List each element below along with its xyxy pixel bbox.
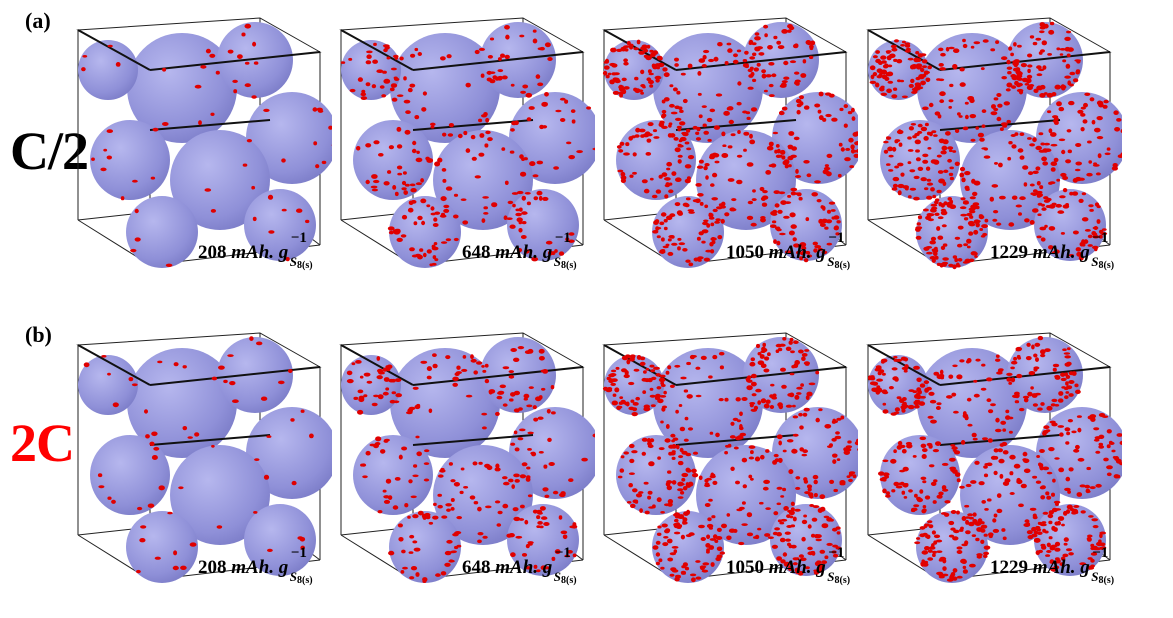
carbon-particle bbox=[78, 40, 138, 100]
carbon-particle bbox=[246, 92, 332, 184]
carbon-particle bbox=[244, 504, 316, 576]
li2s-deposits bbox=[602, 24, 858, 267]
capacity-caption: 1050 mAh. g −1 S8(s) bbox=[726, 545, 860, 586]
capacity-value: 208 bbox=[198, 242, 232, 263]
carbon-particle bbox=[217, 337, 293, 413]
electrode-snapshot bbox=[70, 325, 332, 587]
capacity-caption: 1229 mAh. g −1 S8(s) bbox=[990, 230, 1124, 271]
capacity-unit: mAh. bbox=[495, 242, 543, 263]
carbon-particle bbox=[353, 120, 433, 200]
capacity-value: 1050 bbox=[726, 242, 769, 263]
electrode-snapshot bbox=[70, 10, 332, 272]
li2s-deposits bbox=[602, 337, 858, 583]
capacity-caption: 1229 mAh. g −1 S8(s) bbox=[990, 545, 1124, 586]
li2s-deposits bbox=[869, 21, 1122, 270]
snapshot-cube bbox=[602, 17, 858, 268]
snapshot-cube bbox=[76, 332, 332, 583]
capacity-unit-g: g −1 S8(s) bbox=[542, 545, 577, 586]
capacity-unit: mAh. bbox=[231, 242, 279, 263]
li2s-deposits bbox=[867, 335, 1122, 582]
snapshot-cube bbox=[339, 332, 595, 583]
capacity-value: 648 bbox=[462, 557, 496, 578]
carbon-particle bbox=[170, 130, 270, 230]
capacity-value: 648 bbox=[462, 242, 496, 263]
capacity-caption: 208 mAh. g −1 S8(s) bbox=[198, 545, 322, 586]
carbon-particle bbox=[389, 511, 461, 583]
capacity-unit-g: g −1 S8(s) bbox=[1080, 230, 1115, 271]
carbon-particle bbox=[90, 120, 170, 200]
snapshot-cube bbox=[866, 17, 1122, 270]
rate-label-b: 2C bbox=[10, 413, 75, 473]
carbon-particle bbox=[743, 22, 819, 98]
capacity-unit-g: g −1 S8(s) bbox=[816, 545, 851, 586]
electrode-snapshot bbox=[596, 325, 858, 587]
capacity-value: 1229 bbox=[990, 242, 1033, 263]
li2s-deposits bbox=[346, 346, 595, 583]
carbon-particle bbox=[90, 435, 170, 515]
capacity-unit: mAh. bbox=[768, 242, 817, 263]
carbon-particle bbox=[127, 33, 237, 143]
capacity-unit: mAh. bbox=[231, 557, 279, 578]
capacity-unit: mAh. bbox=[1032, 557, 1081, 578]
carbon-particle bbox=[1036, 407, 1122, 499]
carbon-particle bbox=[772, 92, 858, 184]
capacity-unit: mAh. bbox=[768, 557, 817, 578]
carbon-particle bbox=[480, 337, 556, 413]
electrode-snapshot bbox=[596, 10, 858, 272]
carbon-particle bbox=[127, 348, 237, 458]
capacity-caption: 1050 mAh. g −1 S8(s) bbox=[726, 230, 860, 271]
capacity-value: 208 bbox=[198, 557, 232, 578]
carbon-particle bbox=[433, 445, 533, 545]
carbon-particle bbox=[960, 445, 1060, 545]
carbon-particle bbox=[480, 22, 556, 98]
carbon-particle bbox=[1007, 337, 1083, 413]
carbon-particle bbox=[770, 504, 842, 576]
li2s-deposits bbox=[81, 23, 332, 267]
capacity-value: 1229 bbox=[990, 557, 1033, 578]
carbon-particle bbox=[341, 355, 401, 415]
electrode-snapshot bbox=[860, 325, 1122, 587]
electrode-snapshot bbox=[860, 10, 1122, 272]
carbon-particle bbox=[917, 33, 1027, 143]
rate-label-a: C/2 bbox=[10, 121, 89, 181]
capacity-unit: mAh. bbox=[495, 557, 543, 578]
snapshot-cube bbox=[602, 332, 858, 583]
capacity-unit-g: g −1 S8(s) bbox=[278, 545, 313, 586]
carbon-particle bbox=[126, 511, 198, 583]
capacity-caption: 648 mAh. g −1 S8(s) bbox=[462, 545, 586, 586]
carbon-particle bbox=[390, 348, 500, 458]
li2s-deposits bbox=[340, 25, 595, 267]
li2s-deposits bbox=[83, 336, 314, 574]
capacity-unit-g: g −1 S8(s) bbox=[1080, 545, 1115, 586]
carbon-particle bbox=[353, 435, 433, 515]
capacity-unit-g: g −1 S8(s) bbox=[816, 230, 851, 271]
capacity-unit-g: g −1 S8(s) bbox=[278, 230, 313, 271]
carbon-particle bbox=[509, 92, 595, 184]
electrode-snapshot bbox=[333, 325, 595, 587]
carbon-particle bbox=[507, 189, 579, 261]
carbon-particle bbox=[217, 22, 293, 98]
carbon-particle bbox=[960, 130, 1060, 230]
capacity-unit-g: g −1 S8(s) bbox=[542, 230, 577, 271]
carbon-particle bbox=[170, 445, 270, 545]
electrode-snapshot bbox=[333, 10, 595, 272]
capacity-value: 1050 bbox=[726, 557, 769, 578]
panel-label-a: (a) bbox=[25, 8, 51, 33]
snapshot-cube bbox=[866, 332, 1122, 583]
carbon-particle bbox=[126, 196, 198, 268]
capacity-caption: 208 mAh. g −1 S8(s) bbox=[198, 230, 322, 271]
capacity-unit: mAh. bbox=[1032, 242, 1081, 263]
carbon-particle bbox=[433, 130, 533, 230]
carbon-particle bbox=[244, 189, 316, 261]
carbon-particle bbox=[509, 407, 595, 499]
carbon-particle bbox=[772, 407, 858, 499]
snapshot-cube bbox=[339, 17, 595, 268]
carbon-particle bbox=[696, 445, 796, 545]
capacity-caption: 648 mAh. g −1 S8(s) bbox=[462, 230, 586, 271]
panel-label-b: (b) bbox=[25, 322, 52, 347]
snapshot-cube bbox=[76, 17, 332, 268]
